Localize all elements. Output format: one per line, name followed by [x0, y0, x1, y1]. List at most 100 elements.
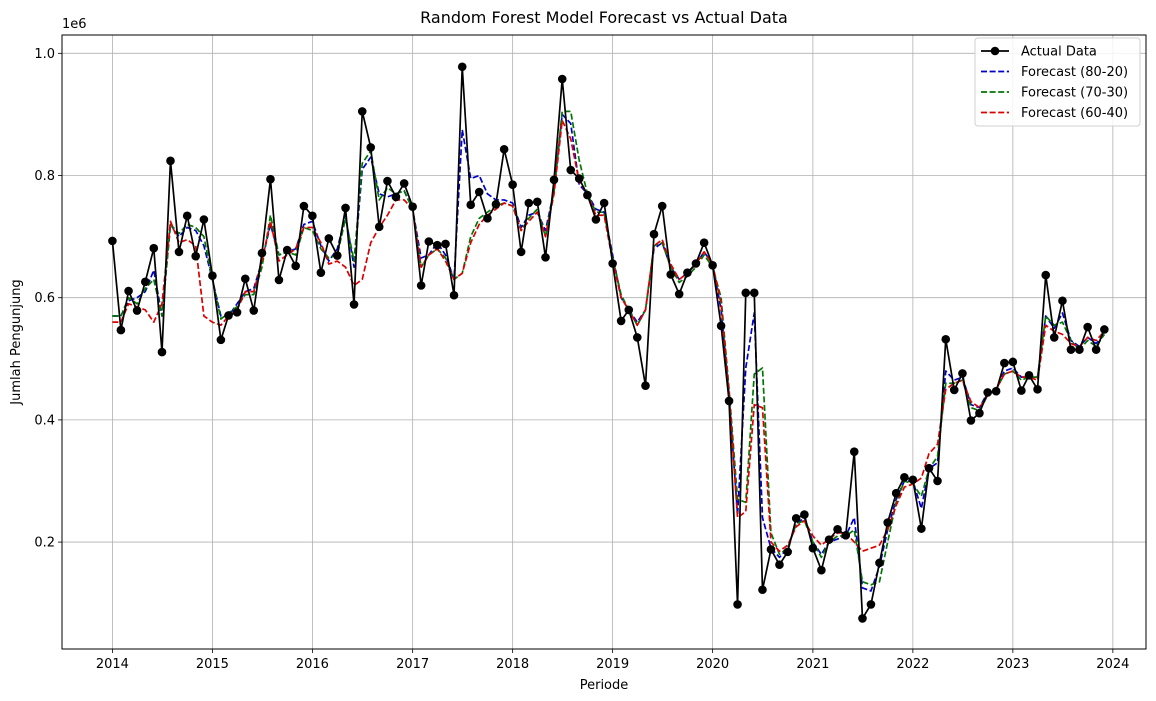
data-point	[975, 408, 984, 418]
data-point	[532, 197, 542, 207]
legend-label: Actual Data	[1021, 45, 1097, 60]
data-point	[824, 535, 834, 544]
data-point	[308, 211, 317, 221]
legend-item: Forecast (80-20)	[981, 65, 1128, 80]
data-point	[783, 547, 792, 557]
data-point	[266, 174, 275, 184]
data-point	[616, 316, 626, 326]
legend-item: Forecast (70-30)	[981, 86, 1128, 101]
data-point	[224, 311, 233, 320]
data-point	[708, 261, 717, 270]
data-point	[499, 144, 509, 154]
data-point	[608, 259, 617, 268]
data-point	[1058, 296, 1067, 306]
data-point	[216, 335, 226, 345]
data-point	[599, 198, 609, 208]
data-point	[1066, 345, 1076, 354]
x-tick-label: 2023	[996, 657, 1029, 672]
data-point	[699, 238, 709, 248]
data-point	[1017, 386, 1026, 395]
data-point	[349, 300, 359, 309]
data-point	[666, 270, 676, 279]
data-point	[316, 268, 326, 277]
data-point	[240, 274, 250, 284]
data-point	[833, 524, 842, 534]
data-point	[516, 247, 526, 257]
data-point	[341, 203, 350, 213]
legend: Actual Data Forecast (80-20) Forecast (70-…	[974, 37, 1141, 127]
data-point	[132, 306, 142, 315]
data-point	[299, 201, 309, 211]
data-point	[441, 239, 450, 249]
legend-box	[974, 37, 1141, 127]
data-point	[449, 290, 459, 300]
x-tick-label: 2014	[96, 657, 129, 672]
data-point	[366, 143, 376, 152]
y-tick-label: 1.0	[34, 47, 55, 62]
data-point	[858, 614, 867, 623]
data-point	[491, 199, 501, 209]
data-point	[182, 211, 192, 221]
data-point	[199, 215, 209, 224]
data-point	[541, 253, 550, 262]
data-point	[741, 288, 751, 298]
legend-item: Forecast (60-40)	[981, 106, 1128, 121]
x-tick-label: 2017	[396, 657, 429, 672]
data-point	[758, 585, 767, 595]
data-point	[891, 488, 901, 498]
data-point	[474, 187, 484, 197]
data-point	[966, 416, 976, 425]
y-axis-label: Jumlah Pengunjung	[9, 279, 24, 405]
data-point	[958, 369, 967, 378]
data-point	[124, 286, 133, 296]
data-point	[1000, 358, 1009, 368]
data-point	[674, 289, 684, 299]
data-point	[632, 333, 642, 342]
data-point	[749, 288, 759, 298]
data-point	[1091, 345, 1101, 354]
data-point	[1083, 322, 1092, 332]
data-point	[1075, 345, 1084, 354]
data-point	[875, 558, 884, 568]
data-point	[691, 259, 701, 268]
data-point	[991, 386, 1001, 396]
data-point	[574, 174, 584, 183]
data-point	[408, 202, 417, 211]
data-point	[591, 215, 601, 224]
data-point	[791, 513, 801, 523]
y-offset-label: 1e6	[62, 17, 87, 32]
grid	[62, 35, 1146, 649]
data-point	[174, 247, 184, 257]
data-point	[1024, 371, 1034, 380]
data-point	[1041, 270, 1051, 280]
x-tick-label: 2022	[896, 657, 929, 672]
y-tick-label: 0.4	[34, 413, 55, 428]
data-point	[208, 271, 217, 281]
data-point	[924, 463, 934, 473]
legend-item: Actual Data	[981, 45, 1097, 60]
data-point	[424, 237, 434, 246]
x-tick-label: 2020	[696, 657, 729, 672]
data-point	[399, 179, 409, 188]
legend-marker	[990, 46, 1000, 56]
data-point	[357, 107, 367, 116]
data-point	[457, 62, 467, 72]
data-point	[466, 200, 476, 210]
data-point	[841, 531, 851, 540]
data-point	[232, 308, 242, 317]
data-point	[724, 396, 734, 406]
x-tick-label: 2019	[596, 657, 629, 672]
data-point	[149, 243, 159, 253]
data-point	[566, 165, 576, 175]
data-point	[383, 176, 392, 186]
data-point	[917, 524, 926, 533]
data-point	[775, 560, 784, 569]
y-axis: 0.2 0.4 0.6 0.8 1.0	[34, 47, 62, 551]
data-point	[274, 275, 284, 285]
data-point	[641, 381, 650, 390]
x-tick-label: 2018	[496, 657, 529, 672]
data-point	[657, 201, 667, 211]
x-tick-label: 2015	[196, 657, 229, 672]
data-point	[941, 334, 951, 344]
